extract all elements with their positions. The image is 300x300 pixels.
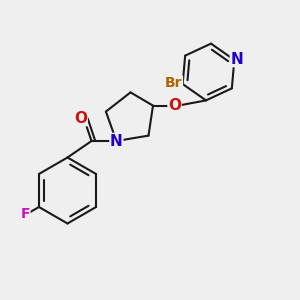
Text: Br: Br xyxy=(165,76,182,90)
Text: N: N xyxy=(110,134,123,148)
Text: F: F xyxy=(20,207,30,221)
Text: N: N xyxy=(230,52,243,67)
Text: O: O xyxy=(74,111,87,126)
Text: O: O xyxy=(168,98,181,113)
